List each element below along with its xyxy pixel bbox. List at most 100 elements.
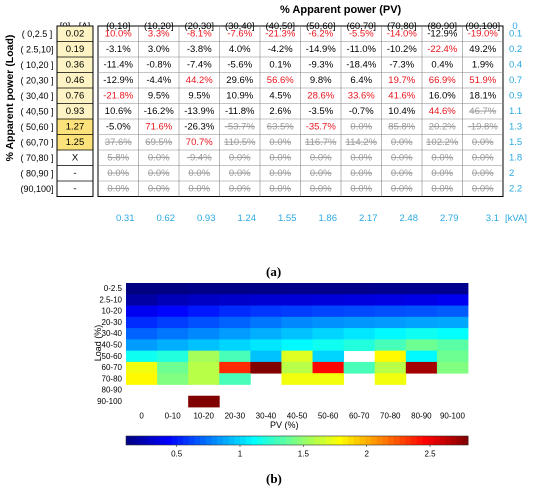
colorbar-segment	[405, 436, 412, 445]
table-cell: 0.0%	[350, 183, 372, 194]
table-row-label: ( 0,2.5 ]	[22, 29, 53, 39]
heatmap-cell	[250, 361, 282, 374]
table-cell: 0.0%	[229, 168, 251, 179]
table-cell: 10.9%	[226, 90, 253, 101]
heatmap-cell	[374, 339, 407, 352]
colorbar-segment	[336, 436, 344, 445]
table-cell: 1.9%	[472, 59, 494, 70]
bottom-scale-value: 0.31	[116, 213, 135, 224]
heatmap-cell	[250, 316, 282, 329]
load-column-border	[56, 25, 94, 197]
table-cell: 0.0%	[310, 168, 332, 179]
colorbar-segment	[331, 436, 338, 445]
table-cell: -4.4%	[146, 75, 171, 86]
heatmap-cell	[157, 328, 189, 340]
panel-a-caption: (a)	[266, 264, 282, 279]
load-value: 0.19	[66, 44, 85, 55]
heatmap-cell	[126, 294, 158, 306]
heatmap-cell	[312, 373, 345, 385]
colorbar-segment	[302, 436, 309, 445]
table-cell: 0.0%	[269, 168, 291, 179]
colorbar-segment	[371, 436, 378, 445]
heatmap-cell	[219, 328, 251, 340]
heatmap-cell	[405, 294, 438, 306]
table-cell: 10.4%	[388, 106, 415, 117]
heatmap-cell	[250, 305, 282, 318]
heatmap-cell	[281, 283, 313, 295]
table-row-label: ( 20,30 ]	[20, 75, 53, 85]
load-cell-highlight	[57, 134, 93, 150]
table-cell: -9.4%	[187, 152, 212, 163]
heatmap-cell	[312, 361, 345, 374]
bottom-scale-value: 1.55	[278, 213, 297, 224]
colorbar-segment	[200, 436, 207, 445]
table-cell: -14.9%	[306, 44, 337, 55]
colorbar-segment	[194, 436, 201, 445]
colorbar-segment	[388, 436, 395, 445]
table-cell: -5.6%	[227, 59, 252, 70]
heatmap-cell	[405, 350, 438, 363]
colorbar-segment	[365, 436, 372, 445]
table-cell: 4.0%	[229, 44, 251, 55]
heatmap-cell	[188, 316, 220, 329]
table-cell: 56.6%	[267, 75, 294, 86]
table-cell: 0.0%	[107, 168, 129, 179]
right-scale-value: 1.8	[509, 152, 522, 163]
table-cell: 0.1%	[269, 59, 291, 70]
heatmap-y-axis-label: Load (%)	[93, 324, 103, 362]
table-cell: 0.0%	[472, 168, 494, 179]
table-cell: -21.3%	[265, 28, 296, 39]
heatmap-y-tick-label: 20-30	[102, 318, 123, 327]
table-cell: 46.7%	[469, 106, 496, 117]
table-cell: 0.0%	[391, 168, 413, 179]
heatmap-x-tick-label: 40-50	[287, 412, 308, 421]
table-cell: 0.0%	[431, 168, 453, 179]
table-cell: 0.0%	[269, 137, 291, 148]
colorbar-segment	[416, 436, 423, 445]
heatmap-cell	[219, 283, 251, 295]
colorbar-segment	[160, 436, 167, 445]
load-cell-highlight	[57, 57, 93, 73]
colorbar-segment	[228, 436, 235, 445]
table-cell: 102.2%	[426, 137, 459, 148]
heatmap-cell	[281, 350, 313, 363]
table-cell: 49.2%	[469, 44, 496, 55]
heatmap-cell	[436, 339, 469, 352]
table-cell: 16.0%	[429, 90, 456, 101]
heatmap-cell	[436, 328, 469, 340]
heatmap-cell	[219, 350, 251, 363]
table-cell: 0.0%	[269, 152, 291, 163]
heatmap-y-tick-label: 80-90	[102, 386, 123, 395]
bottom-scale-value: 3.1	[486, 213, 499, 224]
table-cell: 9.8%	[310, 75, 332, 86]
heatmap-cell	[157, 294, 189, 306]
colorbar-segment	[348, 436, 355, 445]
colorbar-segment	[268, 436, 275, 445]
table-cell: -13.9%	[184, 106, 215, 117]
heatmap-cell	[374, 328, 407, 340]
table-cell: -53.7%	[225, 121, 256, 132]
heatmap-cell	[219, 316, 251, 329]
bottom-scale-value: 1.86	[319, 213, 338, 224]
heatmap-cell	[343, 328, 376, 340]
right-scale-value: 0.7	[509, 75, 522, 86]
bottom-scale-value: 2.17	[359, 213, 378, 224]
colorbar-segment	[131, 436, 138, 445]
table-cell: -14.0%	[387, 28, 418, 39]
colorbar-segment	[319, 436, 326, 445]
right-scale-value: 2	[509, 168, 514, 179]
table-cell: 116.7%	[305, 137, 337, 148]
colorbar-segment	[285, 436, 292, 445]
table-cell: 0.4%	[431, 59, 453, 70]
colorbar-segment	[211, 436, 218, 445]
table-cell: 0.0%	[391, 152, 413, 163]
table-cell: 44.2%	[186, 75, 213, 86]
table-cell: 0.0%	[229, 183, 251, 194]
load-cell-highlight	[57, 72, 93, 88]
table-row-label: ( 10,20 ]	[20, 60, 53, 70]
heatmap-cell	[250, 283, 282, 295]
colorbar-segment	[354, 436, 361, 445]
heatmap-y-tick-label: 50-60	[102, 352, 123, 361]
table-cell: 0.0%	[472, 183, 494, 194]
table-cell: 0.0%	[350, 168, 372, 179]
